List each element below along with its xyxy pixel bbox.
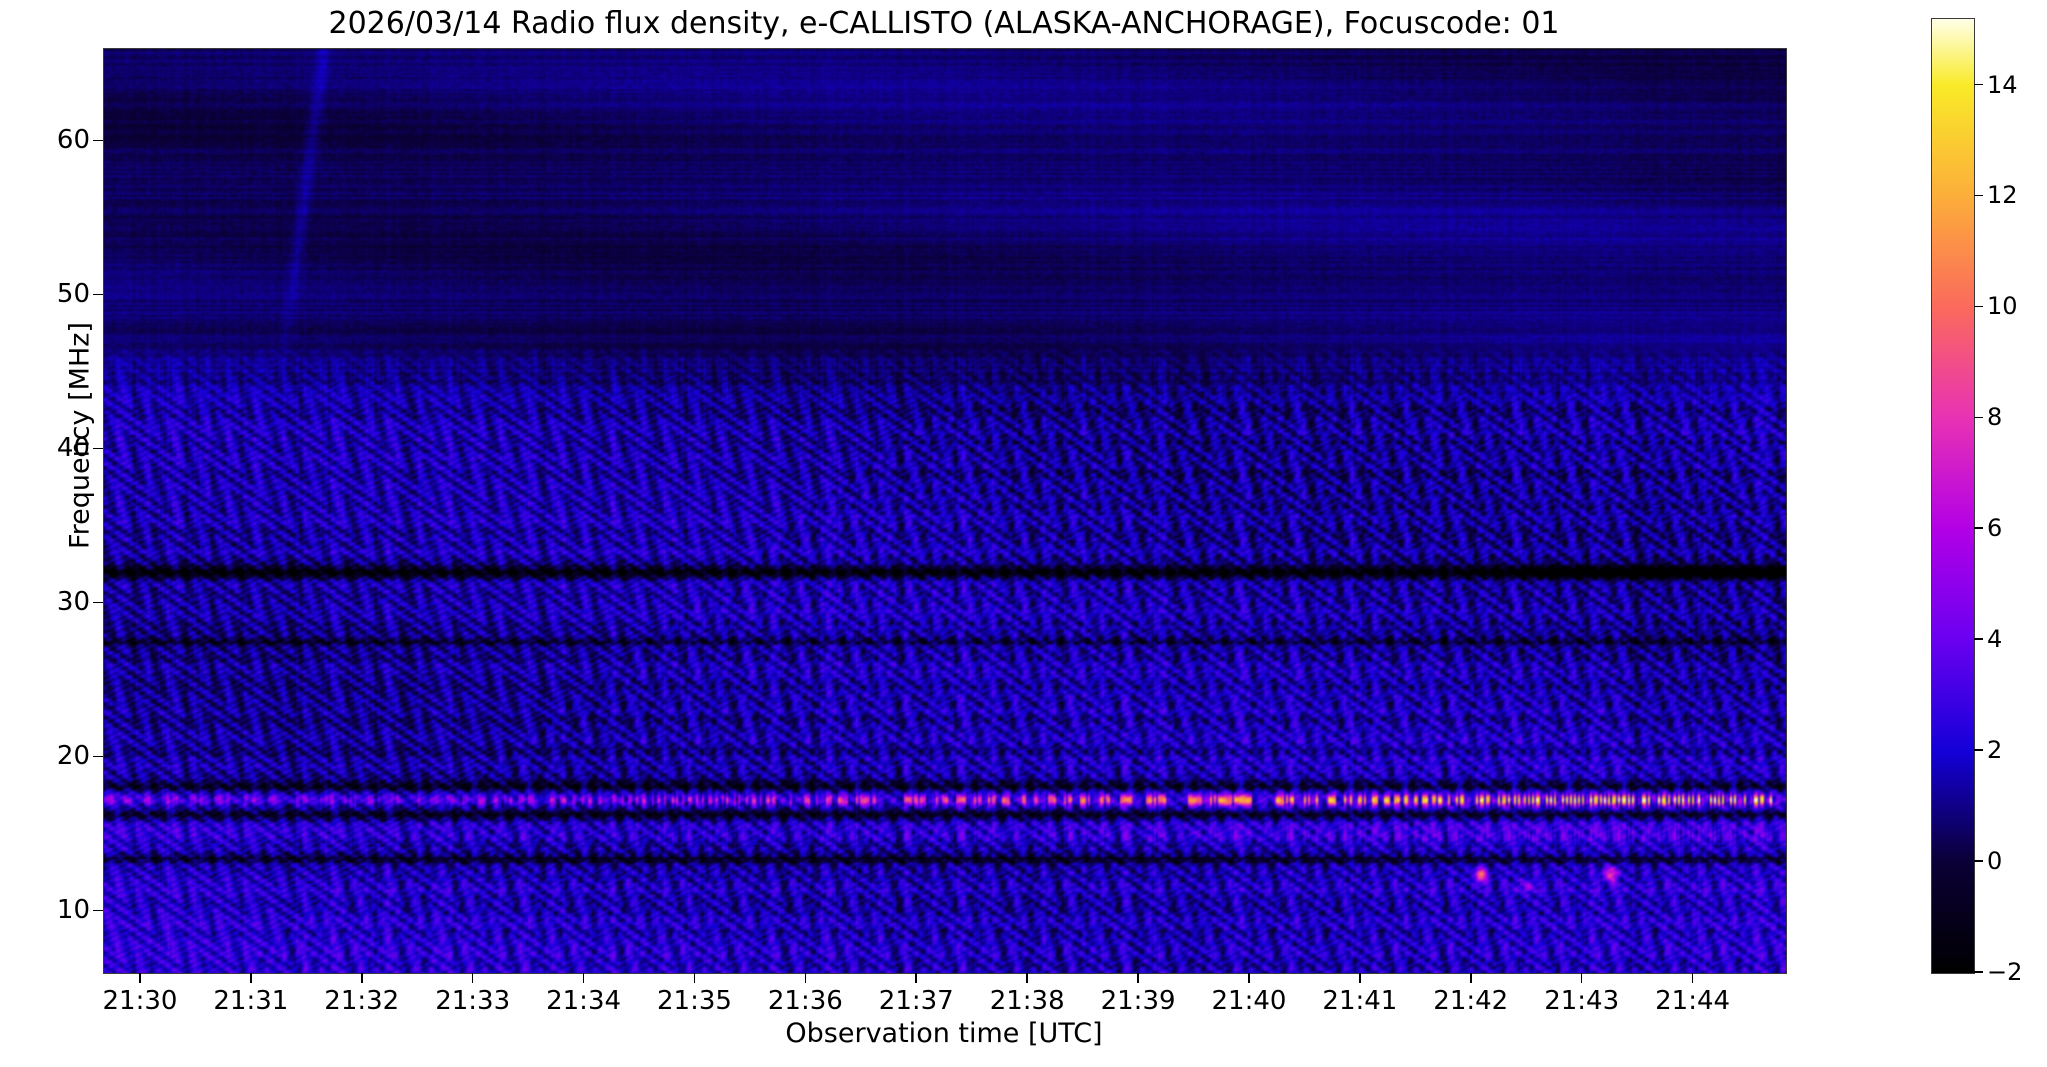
colorbar-tick-mark xyxy=(1974,416,1983,419)
colorbar-tick-label: 10 xyxy=(1987,292,2018,321)
colorbar-gradient xyxy=(1932,19,1974,973)
y-tick-mark xyxy=(93,293,103,296)
chart-title: 2026/03/14 Radio flux density, e-CALLIST… xyxy=(328,6,1560,41)
x-tick-label: 21:42 xyxy=(1433,986,1509,1016)
colorbar-tick-label: 12 xyxy=(1987,181,2018,210)
spectrogram-image xyxy=(104,49,1786,973)
x-tick-label: 21:30 xyxy=(102,986,178,1016)
x-tick-label: 21:41 xyxy=(1322,986,1398,1016)
x-tick-mark xyxy=(250,973,252,983)
x-tick-label: 21:33 xyxy=(435,986,511,1016)
x-tick-mark xyxy=(1026,973,1028,983)
y-tick-mark xyxy=(93,139,103,142)
x-tick-label: 21:34 xyxy=(546,986,622,1016)
y-tick-mark xyxy=(93,447,103,450)
x-tick-mark xyxy=(804,973,807,983)
x-tick-mark xyxy=(1248,973,1250,983)
y-tick-mark xyxy=(93,601,103,604)
colorbar-tick-mark xyxy=(1974,194,1983,197)
y-tick-mark xyxy=(93,909,103,912)
x-tick-mark xyxy=(360,973,363,983)
x-tick-mark xyxy=(915,973,918,983)
colorbar-tick-mark xyxy=(1974,749,1983,751)
x-tick-label: 21:36 xyxy=(767,986,843,1016)
y-tick-label: 50 xyxy=(56,279,90,310)
x-tick-label: 21:37 xyxy=(878,986,954,1016)
x-tick-label: 21:39 xyxy=(1100,986,1176,1016)
x-tick-mark xyxy=(693,973,696,983)
x-tick-label: 21:40 xyxy=(1211,986,1287,1016)
colorbar-tick-mark xyxy=(1974,305,1983,308)
x-tick-label: 21:32 xyxy=(324,986,400,1016)
colorbar-tick-label: −2 xyxy=(1987,958,2023,986)
spectrogram-plot-area xyxy=(103,48,1787,974)
colorbar xyxy=(1931,18,1975,974)
x-tick-mark xyxy=(1691,973,1694,983)
x-tick-mark xyxy=(1469,973,1472,983)
colorbar-tick-label: 0 xyxy=(1987,847,2003,876)
x-axis-label: Observation time [UTC] xyxy=(785,1018,1103,1049)
colorbar-tick-mark xyxy=(1974,83,1983,86)
colorbar-tick-mark xyxy=(1974,971,1983,973)
colorbar-tick-label: 2 xyxy=(1987,736,2003,765)
colorbar-tick-mark xyxy=(1974,527,1983,530)
colorbar-tick-label: 14 xyxy=(1987,70,2018,99)
y-tick-label: 10 xyxy=(56,895,90,926)
colorbar-tick-mark xyxy=(1974,638,1983,640)
x-tick-label: 21:38 xyxy=(989,986,1065,1016)
y-tick-label: 60 xyxy=(56,125,90,156)
y-tick-label: 40 xyxy=(56,433,90,464)
y-tick-label: 30 xyxy=(56,587,90,618)
x-tick-label: 21:35 xyxy=(657,986,732,1016)
x-tick-mark xyxy=(1137,973,1139,983)
x-tick-label: 21:43 xyxy=(1544,986,1620,1016)
y-tick-mark xyxy=(93,755,103,758)
y-tick-label: 20 xyxy=(56,741,90,772)
colorbar-tick-label: 6 xyxy=(1987,514,2003,543)
x-tick-label: 21:31 xyxy=(213,986,289,1016)
x-tick-label: 21:44 xyxy=(1655,986,1731,1016)
x-tick-mark xyxy=(1580,973,1583,983)
colorbar-tick-label: 8 xyxy=(1987,403,2003,432)
x-tick-mark xyxy=(139,973,141,983)
x-tick-mark xyxy=(582,973,585,983)
x-tick-mark xyxy=(471,973,474,983)
x-tick-mark xyxy=(1359,973,1361,983)
colorbar-tick-label: 4 xyxy=(1987,625,2003,654)
colorbar-tick-mark xyxy=(1974,860,1983,862)
